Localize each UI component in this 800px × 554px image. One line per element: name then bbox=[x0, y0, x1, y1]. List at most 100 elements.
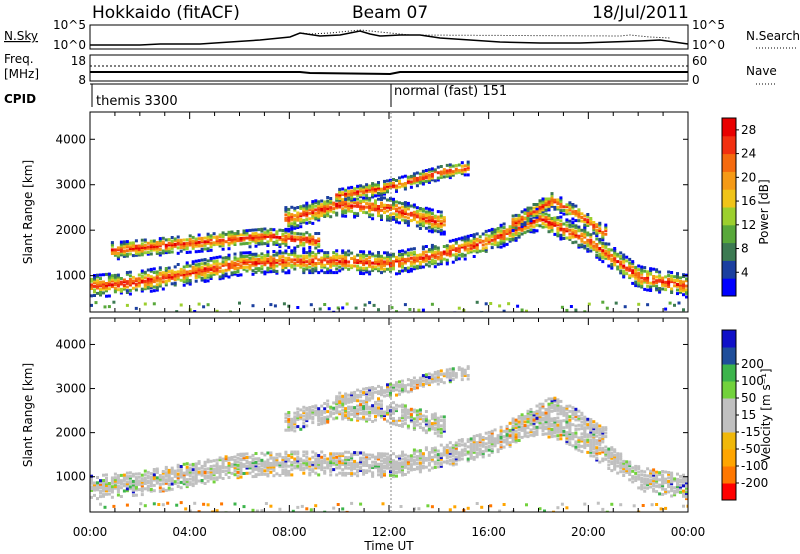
echo-cell bbox=[532, 215, 536, 219]
echo-cell bbox=[218, 269, 222, 273]
echo-cell bbox=[667, 283, 671, 287]
echo-cell bbox=[460, 238, 464, 242]
echo-cell bbox=[508, 227, 512, 230]
echo-cell bbox=[341, 452, 345, 456]
echo-cell bbox=[102, 280, 105, 284]
echo-cell bbox=[380, 473, 383, 477]
echo-cell bbox=[374, 400, 377, 404]
echo-cell bbox=[395, 204, 398, 208]
echo-cell bbox=[448, 172, 452, 176]
echo-cell bbox=[544, 416, 548, 420]
echo-cell bbox=[102, 284, 105, 288]
echo-cell bbox=[508, 225, 512, 229]
echo-cell bbox=[529, 206, 533, 210]
echo-cell bbox=[170, 246, 174, 250]
echo-cell bbox=[191, 246, 195, 250]
echo-cell bbox=[221, 235, 225, 238]
echo-cell bbox=[221, 262, 225, 266]
echo-cell bbox=[113, 472, 117, 476]
echo-cell bbox=[403, 204, 407, 208]
echo-cell bbox=[341, 468, 345, 472]
echo-cell bbox=[311, 408, 315, 412]
echo-cell bbox=[179, 475, 183, 479]
echo-cell bbox=[242, 238, 246, 242]
echo-cell bbox=[409, 204, 413, 208]
echo-cell bbox=[143, 469, 147, 473]
echo-cell bbox=[401, 256, 404, 260]
echo-cell bbox=[326, 206, 330, 210]
echo-cell bbox=[102, 479, 105, 482]
echo-cell bbox=[475, 246, 479, 250]
echo-cell bbox=[589, 249, 593, 253]
echo-cell bbox=[553, 220, 557, 224]
echo-cell bbox=[224, 458, 228, 462]
echo-cell bbox=[580, 237, 584, 241]
echo-cell bbox=[383, 414, 386, 417]
echo-cell bbox=[371, 182, 375, 186]
echo-cell bbox=[571, 423, 575, 427]
echo-cell bbox=[682, 273, 685, 277]
echo-cell bbox=[398, 262, 401, 266]
echo-cell bbox=[113, 252, 117, 255]
echo-cell bbox=[311, 267, 315, 271]
echo-cell bbox=[347, 186, 351, 190]
echo-cell bbox=[676, 472, 679, 476]
echo-cell bbox=[305, 417, 309, 421]
echo-cell bbox=[182, 462, 186, 466]
echo-cell bbox=[682, 479, 685, 482]
echo-cell bbox=[353, 189, 357, 192]
echo-cell bbox=[164, 283, 168, 287]
echo-cell bbox=[293, 420, 297, 424]
echo-cell bbox=[113, 286, 117, 290]
echo-cell bbox=[553, 420, 557, 424]
echo-cell bbox=[350, 466, 354, 470]
echo-cell bbox=[107, 487, 111, 491]
echo-cell bbox=[401, 258, 404, 262]
echo-cell bbox=[439, 230, 443, 234]
echo-cell bbox=[658, 279, 662, 283]
echo-cell bbox=[143, 240, 147, 244]
echo-cell bbox=[179, 480, 183, 484]
echo-cell bbox=[383, 196, 386, 200]
echo-cell bbox=[395, 186, 398, 190]
echo-cell bbox=[412, 177, 416, 181]
echo-cell bbox=[263, 469, 267, 473]
echo-cell bbox=[538, 204, 542, 208]
echo-cell bbox=[209, 243, 213, 247]
echo-cell bbox=[206, 263, 210, 266]
echo-cell bbox=[568, 437, 572, 441]
echo-cell bbox=[326, 199, 330, 203]
echo-cell bbox=[622, 266, 626, 270]
echo-cell bbox=[556, 232, 560, 236]
echo-cell bbox=[377, 205, 380, 208]
echo-cell bbox=[323, 252, 327, 256]
echo-cell bbox=[193, 310, 197, 312]
echo-cell bbox=[559, 235, 563, 239]
echo-cell bbox=[305, 263, 309, 267]
echo-cell bbox=[622, 468, 626, 472]
echo-cell bbox=[511, 229, 515, 232]
echo-cell bbox=[311, 240, 315, 244]
echo-cell bbox=[436, 178, 440, 182]
echo-cell bbox=[565, 212, 569, 216]
echo-cell bbox=[634, 265, 638, 269]
echo-cell bbox=[368, 453, 372, 457]
echo-cell bbox=[344, 200, 348, 204]
echo-cell bbox=[406, 461, 410, 465]
echo-cell bbox=[125, 280, 129, 284]
echo-cell bbox=[332, 254, 336, 258]
echo-cell bbox=[314, 232, 318, 235]
echo-cell bbox=[251, 258, 255, 262]
echo-cell bbox=[113, 279, 117, 283]
echo-cell bbox=[281, 470, 285, 474]
echo-cell bbox=[421, 171, 425, 175]
echo-cell bbox=[595, 228, 599, 232]
echo-cell bbox=[526, 213, 530, 217]
echo-cell bbox=[128, 243, 132, 247]
echo-cell bbox=[520, 219, 524, 223]
echo-cell bbox=[341, 471, 345, 475]
echo-cell bbox=[221, 273, 225, 276]
echo-cell bbox=[164, 481, 168, 485]
echo-cell bbox=[481, 450, 485, 454]
echo-cell bbox=[565, 438, 569, 442]
